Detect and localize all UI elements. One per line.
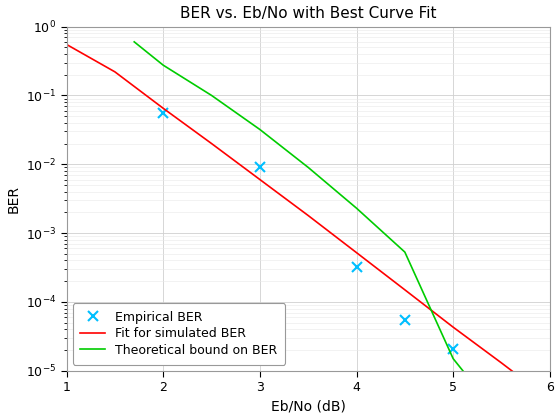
Fit for simulated BER (402, 287, 408, 292)
Y-axis label: BER: BER (6, 185, 20, 213)
Title: BER vs. Eb/No with Best Curve Fit: BER vs. Eb/No with Best Curve Fit (180, 6, 436, 21)
Legend: Empirical BER, Fit for simulated BER, Theoretical bound on BER: Empirical BER, Fit for simulated BER, Th… (73, 303, 285, 365)
Fit for simulated BER (256, 177, 263, 182)
Theoretical bound on BER (131, 39, 138, 45)
Theoretical bound on BER (353, 206, 360, 211)
Line: Theoretical bound on BER: Theoretical bound on BER (134, 42, 550, 420)
Fit for simulated BER (160, 106, 166, 111)
Theoretical bound on BER (305, 165, 311, 170)
Empirical BER (256, 165, 263, 170)
Theoretical bound on BER (402, 249, 408, 255)
Theoretical bound on BER (208, 93, 215, 98)
Fit for simulated BER (547, 397, 553, 402)
Fit for simulated BER (450, 325, 456, 330)
Fit for simulated BER (353, 250, 360, 255)
Fit for simulated BER (63, 42, 70, 47)
Theoretical bound on BER (498, 416, 505, 420)
Fit for simulated BER (498, 360, 505, 365)
Fit for simulated BER (208, 141, 215, 146)
Theoretical bound on BER (450, 356, 456, 361)
Line: Fit for simulated BER: Fit for simulated BER (67, 45, 550, 400)
Empirical BER (450, 346, 456, 351)
Line: Empirical BER: Empirical BER (158, 108, 458, 354)
X-axis label: Eb/No (dB): Eb/No (dB) (270, 400, 346, 414)
Fit for simulated BER (305, 213, 311, 218)
Fit for simulated BER (111, 69, 118, 74)
Theoretical bound on BER (160, 63, 166, 68)
Empirical BER (402, 317, 408, 322)
Empirical BER (353, 265, 360, 270)
Theoretical bound on BER (256, 127, 263, 132)
Empirical BER (160, 110, 166, 115)
